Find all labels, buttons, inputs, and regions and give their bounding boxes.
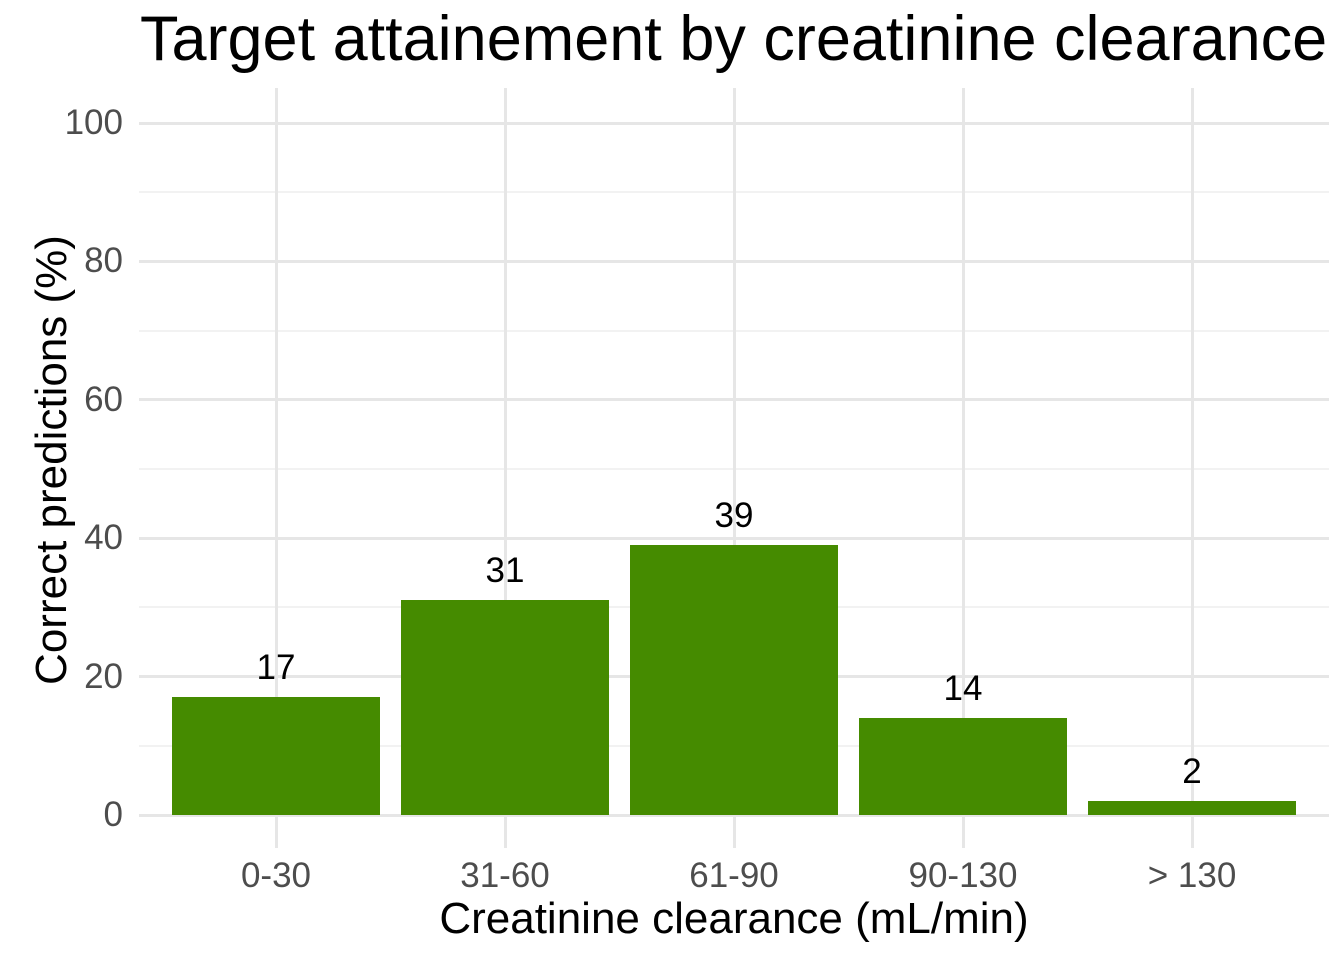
bar — [401, 600, 609, 815]
y-tick-label: 100 — [64, 103, 123, 142]
bar — [630, 545, 838, 815]
y-tick-label: 80 — [84, 241, 123, 281]
v-gridline — [274, 88, 278, 848]
v-gridline — [503, 88, 507, 848]
v-gridline — [961, 88, 965, 848]
bar-value-label: 14 — [943, 669, 983, 709]
x-tick-label: 61-90 — [689, 856, 779, 895]
bar-value-label: 2 — [1182, 752, 1202, 792]
bar — [859, 718, 1067, 815]
x-tick-label: > 130 — [1147, 856, 1237, 895]
bar-value-label: 17 — [256, 648, 296, 688]
y-tick-label: 40 — [84, 518, 123, 558]
x-tick-label: 90-130 — [908, 856, 1018, 895]
bar-value-label: 31 — [485, 551, 525, 591]
y-axis-title: Correct predictions (%) — [27, 235, 76, 685]
chart-title: Target attainement by creatinine clearan… — [140, 4, 1328, 74]
y-tick-label: 20 — [84, 656, 123, 696]
bar — [1088, 801, 1296, 815]
v-gridline — [1190, 88, 1194, 848]
x-tick-label: 31-60 — [460, 856, 550, 895]
bar — [172, 697, 380, 815]
bar-value-label: 39 — [714, 496, 754, 536]
x-tick-label: 0-30 — [240, 856, 312, 895]
x-axis-title: Creatinine clearance (mL/min) — [439, 894, 1029, 943]
v-gridline — [732, 88, 736, 848]
y-tick-label: 60 — [84, 379, 123, 419]
y-tick-label: 0 — [103, 795, 123, 834]
